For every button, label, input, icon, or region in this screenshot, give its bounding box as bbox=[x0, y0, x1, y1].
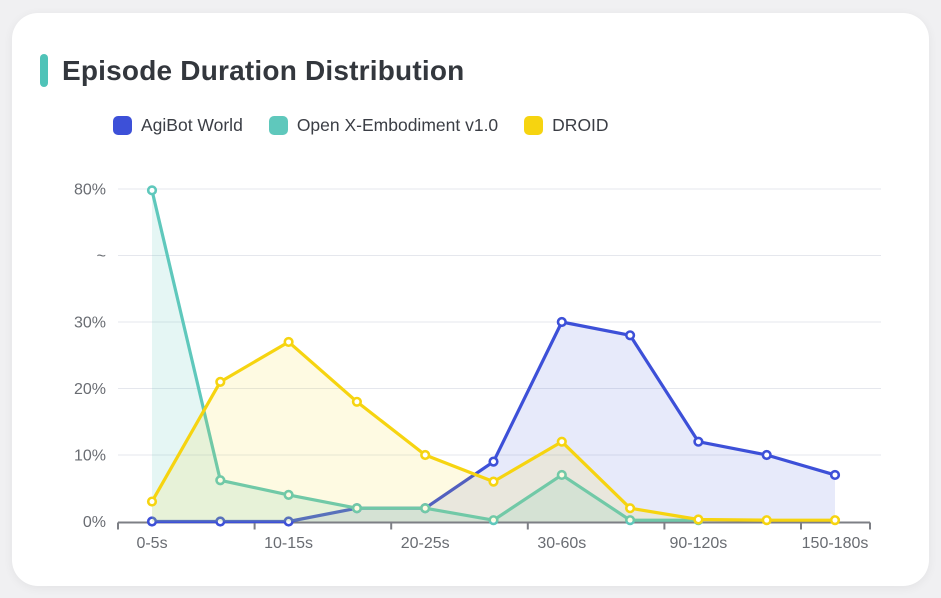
legend-swatch-droid bbox=[524, 116, 544, 135]
legend-label: AgiBot World bbox=[141, 115, 243, 135]
legend-item-droid[interactable]: DROID bbox=[524, 115, 609, 136]
title-row: Episode Duration Distribution bbox=[40, 54, 464, 87]
legend-swatch-open-x-embodiment bbox=[268, 116, 288, 135]
title-accent-bar bbox=[40, 54, 48, 87]
legend-label: DROID bbox=[552, 115, 609, 135]
chart-card: Episode Duration Distribution AgiBot Wor… bbox=[12, 13, 929, 586]
legend: AgiBot World Open X-Embodiment v1.0 DROI… bbox=[113, 115, 635, 136]
legend-label: Open X-Embodiment v1.0 bbox=[296, 115, 499, 135]
legend-item-agibot-world[interactable]: AgiBot World bbox=[113, 115, 243, 136]
page-title: Episode Duration Distribution bbox=[62, 54, 465, 86]
legend-item-open-x-embodiment[interactable]: Open X-Embodiment v1.0 bbox=[268, 115, 499, 136]
legend-swatch-agibot-world bbox=[113, 116, 132, 135]
